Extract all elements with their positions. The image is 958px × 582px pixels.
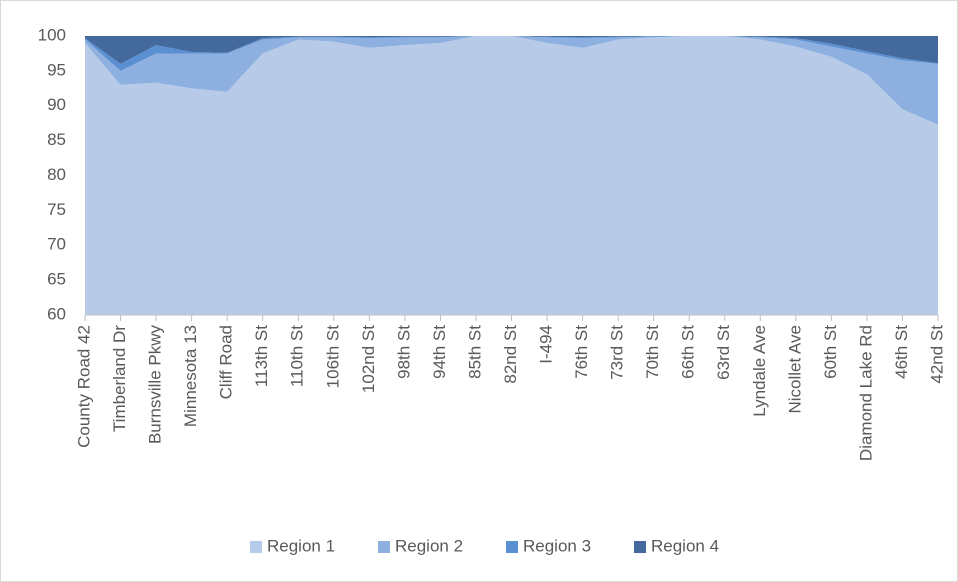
x-tick-label: Diamond Lake Rd xyxy=(856,325,875,461)
y-tick-label: 90 xyxy=(47,95,66,114)
x-tick-label: 70th St xyxy=(643,325,662,379)
legend-swatch xyxy=(634,541,646,553)
x-tick-label: Timberland Dr xyxy=(110,325,129,432)
x-tick-label: 73rd St xyxy=(608,325,627,380)
x-tick-label: 85th St xyxy=(465,325,484,379)
legend-swatch xyxy=(250,541,262,553)
y-tick-label: 85 xyxy=(47,130,66,149)
y-tick-label: 100 xyxy=(38,25,66,44)
x-tick-label: 66th St xyxy=(679,325,698,379)
y-tick-label: 80 xyxy=(47,165,66,184)
y-tick-label: 70 xyxy=(47,235,66,254)
x-tick-label: Lyndale Ave xyxy=(750,325,769,417)
x-tick-label: Burnsville Pkwy xyxy=(146,325,165,445)
x-tick-label: Nicollet Ave xyxy=(785,325,804,414)
x-tick-label: 94th St xyxy=(430,325,449,379)
x-tick-label: 46th St xyxy=(892,325,911,379)
area xyxy=(85,36,938,315)
legend-label: Region 3 xyxy=(523,536,591,555)
legend-swatch xyxy=(506,541,518,553)
x-tick-label: 60th St xyxy=(821,325,840,379)
y-tick-label: 65 xyxy=(47,270,66,289)
y-tick-label: 75 xyxy=(47,200,66,219)
x-tick-label: Minnesota 13 xyxy=(181,325,200,427)
x-tick-label: 63rd St xyxy=(714,325,733,380)
x-tick-label: I-494 xyxy=(537,325,556,364)
x-tick-label: 98th St xyxy=(394,325,413,379)
legend-label: Region 2 xyxy=(395,536,463,555)
x-tick-label: County Road 42 xyxy=(74,325,93,448)
x-tick-label: 113th St xyxy=(252,325,271,387)
y-tick-label: 95 xyxy=(47,60,66,79)
x-tick-label: Cliff Road xyxy=(217,325,236,399)
legend-label: Region 1 xyxy=(267,536,335,555)
x-tick-label: 42nd St xyxy=(927,325,946,384)
x-tick-label: 106th St xyxy=(323,325,342,389)
x-tick-label: 76th St xyxy=(572,325,591,379)
legend-swatch xyxy=(378,541,390,553)
x-tick-label: 110th St xyxy=(288,325,307,387)
x-tick-label: 82nd St xyxy=(501,325,520,384)
legend-label: Region 4 xyxy=(651,536,719,555)
y-tick-label: 60 xyxy=(47,304,66,323)
x-tick-label: 102nd St xyxy=(359,325,378,393)
area xyxy=(85,36,938,64)
